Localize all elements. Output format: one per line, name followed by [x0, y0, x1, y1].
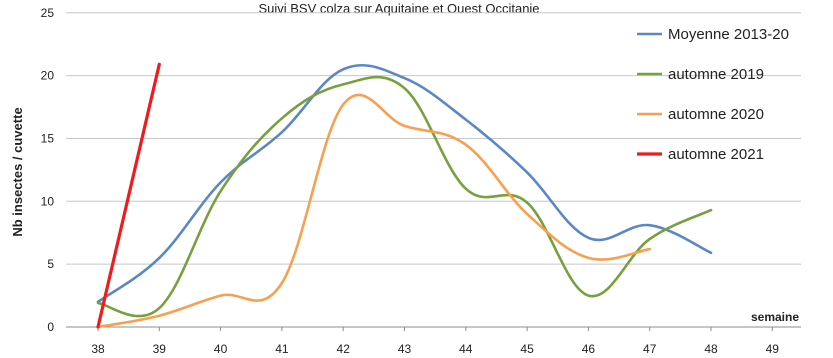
x-tick-label: 41 — [275, 342, 289, 356]
x-tick-label: 46 — [582, 342, 596, 356]
y-axis-label: Nb insectes / cuvette — [10, 107, 25, 236]
chart-title: Suivi BSV colza sur Aquitaine et Ouest O… — [258, 1, 539, 16]
y-tick-label: 15 — [41, 131, 55, 145]
x-tick-label: 47 — [643, 342, 657, 356]
series-line-4 — [96, 62, 161, 329]
series-line-3 — [96, 93, 651, 329]
y-tick-label: 10 — [41, 194, 55, 208]
x-tick-label: 38 — [91, 342, 105, 356]
x-tick-label: 43 — [398, 342, 412, 356]
legend: Moyenne 2013-20 automne 2019 automne 2020 a… — [637, 26, 789, 163]
x-tick-label: 39 — [153, 342, 167, 356]
y-tick-label: 20 — [41, 69, 55, 83]
legend-label: automne 2020 — [668, 106, 764, 123]
series-line-2 — [96, 75, 713, 318]
y-tick-label: 5 — [47, 257, 54, 271]
series-line-1 — [96, 63, 713, 304]
x-axis-ticks: 38 39 40 41 42 43 44 45 46 47 48 49 — [91, 327, 779, 356]
y-tick-label: 0 — [47, 320, 54, 334]
x-tick-label: 44 — [459, 342, 473, 356]
y-axis-ticks: 0 5 10 15 20 25 — [41, 6, 55, 334]
legend-label: automne 2019 — [668, 66, 764, 83]
series-lines — [96, 62, 713, 329]
x-tick-label: 49 — [766, 342, 780, 356]
x-tick-label: 40 — [214, 342, 228, 356]
x-tick-label: 42 — [337, 342, 351, 356]
gridlines — [66, 12, 801, 328]
legend-label: Moyenne 2013-20 — [668, 26, 789, 43]
x-axis-label: semaine — [751, 310, 799, 324]
x-tick-label: 45 — [520, 342, 534, 356]
x-tick-label: 48 — [704, 342, 718, 356]
y-tick-label: 25 — [41, 6, 55, 20]
legend-label: automne 2021 — [668, 146, 764, 163]
